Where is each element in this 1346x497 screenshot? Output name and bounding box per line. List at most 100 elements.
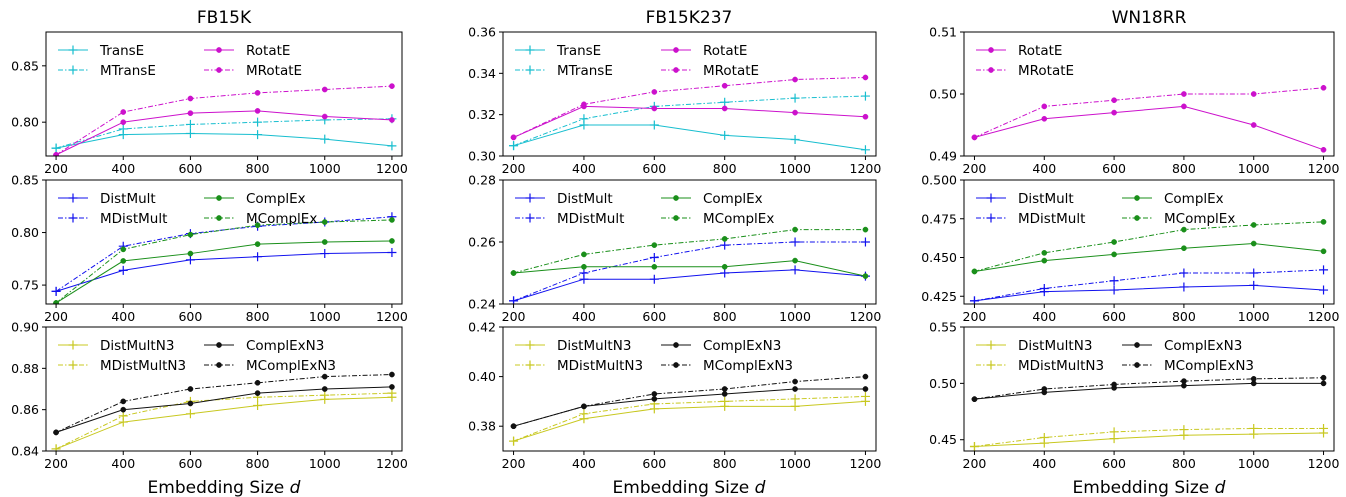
data-point-MComplEx-200	[53, 300, 59, 304]
data-point-RotatE-600	[651, 105, 658, 112]
legend: TransE MTransE RotatE MRotatE	[58, 43, 302, 79]
series-line-MComplExN3	[513, 376, 866, 427]
x-tick-label: 600	[642, 309, 666, 324]
y-tick-label: 0.49	[929, 149, 957, 164]
data-point-ComplEx-1000	[792, 257, 798, 264]
legend-entry-MDistMult: MDistMult	[515, 211, 624, 227]
legend-marker	[525, 213, 535, 223]
data-point-MRotatE-1000	[1250, 91, 1257, 97]
data-point-ComplEx-600	[651, 263, 658, 270]
data-point-ComplEx-600	[187, 250, 194, 257]
data-point-MComplExN3-600	[1111, 381, 1117, 388]
data-point-MRotatE-600	[1111, 97, 1117, 104]
data-point-ComplExN3-600	[651, 396, 658, 402]
legend-entry-ComplExN3: ComplExN3	[661, 338, 781, 354]
data-point-TransE-600	[185, 128, 195, 138]
data-point-RotatE-1000	[792, 109, 798, 116]
data-point-ComplEx-600	[1111, 251, 1117, 258]
series-line-DistMultN3	[974, 432, 1324, 447]
x-tick-label: 1200	[376, 161, 408, 176]
legend-entry-MComplExN3: MComplExN3	[1122, 358, 1254, 374]
data-point-TransE-600	[649, 120, 659, 130]
x-tick-label: 400	[111, 161, 135, 176]
data-point-MComplEx-800	[254, 222, 261, 229]
series-MRotatE	[53, 83, 395, 156]
x-tick-label: 400	[1032, 456, 1056, 471]
data-point-MDistMult-1200	[860, 237, 870, 247]
series-MRotatE	[971, 84, 1327, 141]
axes-frame	[502, 326, 877, 452]
y-tick-label: 0.50	[929, 87, 957, 102]
legend-entry-ComplEx: ComplEx	[1122, 191, 1224, 207]
y-tick-label: 0.80	[11, 225, 39, 240]
data-point-MTransE-400	[579, 114, 589, 124]
x-tick-label: 200	[502, 456, 526, 471]
legend-marker	[986, 193, 996, 203]
legend-label: ComplExN3	[703, 338, 781, 354]
legend-label: DistMult	[1018, 191, 1074, 207]
data-point-MDistMult-600	[649, 253, 659, 262]
x-tick-label: 1200	[1308, 161, 1340, 176]
data-point-MComplEx-1000	[321, 219, 328, 225]
data-point-DistMult-1000	[320, 249, 330, 259]
x-tick-label: 1000	[779, 456, 811, 471]
series-ComplExN3	[53, 384, 395, 436]
x-tick-label: 200	[963, 309, 987, 324]
legend-marker	[1134, 215, 1140, 221]
series-MTransE	[51, 114, 397, 153]
x-tick-label: 400	[572, 309, 596, 324]
legend-entry-MComplExN3: MComplExN3	[204, 358, 336, 374]
legend-label: MComplExN3	[246, 358, 336, 374]
x-tick-label: 600	[642, 161, 666, 176]
x-tick-label: 200	[502, 161, 526, 176]
legend-entry-ComplExN3: ComplExN3	[204, 338, 324, 354]
chart-panel-fb15k-row2: 200 400 600 800 1000 1200 0.75 0.80 0.85 DistMult…	[11, 173, 408, 325]
legend-marker	[673, 195, 679, 201]
x-tick-label: 200	[44, 309, 68, 324]
legend-entry-MTransE: MTransE	[515, 63, 613, 79]
x-tick-label: 600	[178, 309, 202, 324]
data-point-ComplExN3-800	[254, 390, 261, 396]
data-point-DistMult-1200	[387, 248, 397, 258]
data-point-DistMult-1000	[790, 265, 800, 275]
data-point-TransE-800	[253, 130, 263, 140]
legend-marker	[68, 213, 78, 223]
data-point-MRotatE-1200	[862, 74, 869, 81]
series-MComplExN3	[971, 374, 1327, 402]
y-tick-label: 0.32	[468, 107, 496, 122]
series-line-MRotatE	[974, 87, 1324, 138]
data-point-MComplEx-400	[1041, 250, 1048, 256]
x-tick-label: 800	[713, 161, 737, 176]
series-TransE	[51, 128, 397, 153]
series-line-ComplEx	[974, 243, 1324, 272]
series-line-RotatE	[974, 105, 1324, 151]
data-point-ComplExN3-1200	[389, 384, 395, 390]
chart-panel-fb15k237-row2: 200 400 600 800 1000 1200 0.24 0.26 0.28 DistMult…	[468, 173, 881, 325]
data-point-ComplEx-1200	[862, 273, 869, 279]
legend-entry-MComplExN3: MComplExN3	[661, 358, 793, 374]
legend-marker	[1134, 362, 1140, 368]
x-tick-label: 800	[1172, 456, 1196, 471]
data-point-MDistMult-1200	[1319, 265, 1329, 275]
legend-entry-ComplEx: ComplEx	[204, 191, 306, 207]
series-ComplEx	[971, 240, 1327, 275]
x-tick-label: 1000	[309, 161, 341, 176]
chart-panel-wn18rr-row3: 200 400 600 800 1000 1200 0.45 0.50 0.55 DistMult…	[929, 320, 1339, 472]
data-point-MTransE-400	[118, 124, 128, 134]
data-point-RotatE-800	[254, 108, 261, 114]
legend: DistMultN3 MDistMultN3 ComplExN3 MComplExN3	[515, 338, 793, 374]
data-point-ComplEx-800	[721, 263, 728, 270]
legend-label: MDistMultN3	[100, 358, 186, 374]
axes-frame	[502, 31, 877, 157]
x-tick-label: 1200	[376, 456, 408, 471]
x-tick-label: 400	[111, 456, 135, 471]
data-point-MComplEx-1000	[792, 226, 798, 233]
x-tick-label: 600	[178, 161, 202, 176]
legend-label: MComplExN3	[1164, 358, 1254, 374]
y-tick-label: 0.85	[11, 58, 39, 73]
data-point-MDistMultN3-400	[1039, 432, 1049, 442]
data-point-MDistMultN3-800	[1179, 425, 1189, 435]
legend-entry-DistMultN3: DistMultN3	[976, 338, 1092, 354]
legend-marker	[68, 45, 78, 55]
x-axis-label-fb15k: Embedding Size d	[148, 478, 301, 497]
